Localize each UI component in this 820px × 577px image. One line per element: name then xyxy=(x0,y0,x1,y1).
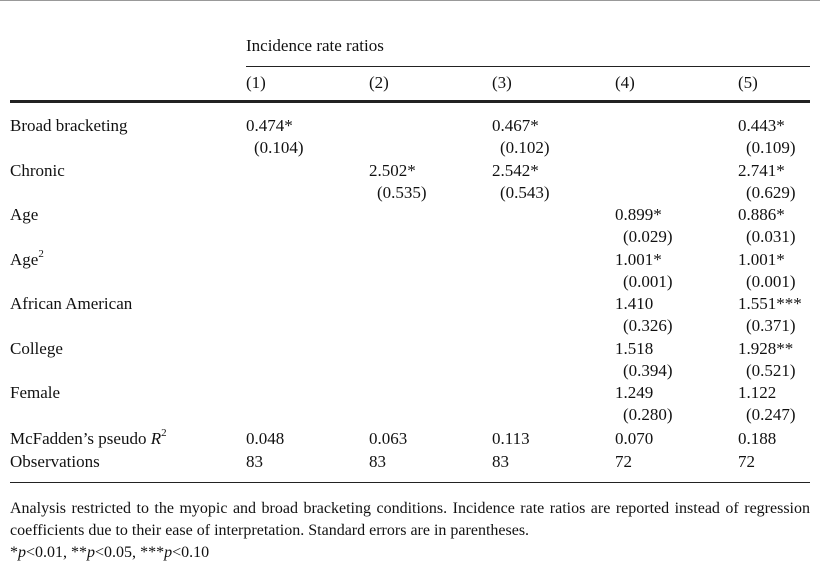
row-label: Age2 xyxy=(10,248,44,270)
row-label-text: Female xyxy=(10,383,61,402)
p2-value: <0.05, xyxy=(95,544,141,561)
standard-error-cell: (0.031) xyxy=(746,227,796,246)
row-label-text: College xyxy=(10,339,63,358)
p-symbol: p xyxy=(18,544,26,561)
coefficient-cell: 0.443* xyxy=(738,116,785,135)
p1-value: <0.01, xyxy=(26,544,72,561)
stat-cell: 72 xyxy=(738,452,755,471)
coefficient-cell: 0.886* xyxy=(738,205,785,224)
row-label: Chronic xyxy=(10,161,65,181)
standard-error-cell: (0.102) xyxy=(500,138,550,157)
coefficient-cell: 2.741* xyxy=(738,161,785,180)
header-rule xyxy=(10,100,810,103)
p1-stars: * xyxy=(10,544,18,561)
standard-error-cell: (0.371) xyxy=(746,316,796,335)
stat-cell: 83 xyxy=(369,452,386,471)
row-label-text: Age xyxy=(10,205,39,224)
row-label-text: Chronic xyxy=(10,161,65,180)
standard-error-cell: (0.535) xyxy=(377,183,427,202)
group-label: Incidence rate ratios xyxy=(246,36,384,55)
row-label: African American xyxy=(10,294,132,314)
standard-error-cell: (0.001) xyxy=(623,272,673,291)
row-label-superscript: 2 xyxy=(38,248,44,261)
stat-cell: 0.063 xyxy=(369,429,408,448)
standard-error-cell: (0.629) xyxy=(746,183,796,202)
group-underline xyxy=(246,66,810,67)
coefficient-cell: 2.502* xyxy=(369,161,416,180)
table-bottom-rule xyxy=(10,482,810,483)
standard-error-cell: (0.521) xyxy=(746,361,796,380)
p2-stars: ** xyxy=(71,544,88,561)
standard-error-cell: (0.029) xyxy=(623,227,673,246)
standard-error-cell: (0.280) xyxy=(623,405,673,424)
stat-cell: 0.113 xyxy=(492,429,530,448)
column-header-5: (5) xyxy=(738,73,758,92)
standard-error-cell: (0.109) xyxy=(746,138,796,157)
stat-cell: 72 xyxy=(615,452,632,471)
stat-label-italic: R xyxy=(150,429,162,448)
stat-label-superscript: 2 xyxy=(161,427,167,440)
note-text: Analysis restricted to the myopic and br… xyxy=(10,500,810,539)
coefficient-cell: 1.518 xyxy=(615,339,654,358)
standard-error-cell: (0.543) xyxy=(500,183,550,202)
table-note: Analysis restricted to the myopic and br… xyxy=(10,498,810,564)
stat-label-text: McFadden’s pseudo xyxy=(10,429,151,448)
column-header-4: (4) xyxy=(615,73,635,92)
stat-label: McFadden’s pseudo R2 xyxy=(10,427,167,449)
coefficient-cell: 1.001* xyxy=(615,250,662,269)
row-label-text: African American xyxy=(10,294,133,313)
stat-cell: 83 xyxy=(492,452,509,471)
coefficient-cell: 1.001* xyxy=(738,250,785,269)
p-symbol: p xyxy=(164,544,173,561)
stat-label-text: Observations xyxy=(10,452,100,471)
coefficient-cell: 1.928** xyxy=(738,339,794,358)
column-header-1: (1) xyxy=(246,73,266,92)
row-label: Age xyxy=(10,205,38,225)
row-label-text: Age xyxy=(10,250,39,269)
row-label: College xyxy=(10,339,63,359)
coefficient-cell: 0.474* xyxy=(246,116,293,135)
standard-error-cell: (0.394) xyxy=(623,361,673,380)
p3-stars: *** xyxy=(140,544,165,561)
coefficient-cell: 1.249 xyxy=(615,383,654,402)
top-rule xyxy=(0,0,820,1)
stat-label: Observations xyxy=(10,452,100,472)
coefficient-cell: 1.122 xyxy=(738,383,777,402)
standard-error-cell: (0.326) xyxy=(623,316,673,335)
stat-cell: 83 xyxy=(246,452,263,471)
coefficient-cell: 2.542* xyxy=(492,161,539,180)
stat-cell: 0.070 xyxy=(615,429,654,448)
column-header-3: (3) xyxy=(492,73,512,92)
coefficient-cell: 0.467* xyxy=(492,116,539,135)
standard-error-cell: (0.001) xyxy=(746,272,796,291)
coefficient-cell: 1.410 xyxy=(615,294,654,313)
standard-error-cell: (0.104) xyxy=(254,138,304,157)
coefficient-cell: 0.899* xyxy=(615,205,662,224)
standard-error-cell: (0.247) xyxy=(746,405,796,424)
column-header-2: (2) xyxy=(369,73,389,92)
p-symbol: p xyxy=(87,544,96,561)
stat-cell: 0.188 xyxy=(738,429,777,448)
row-label: Female xyxy=(10,383,60,403)
stat-cell: 0.048 xyxy=(246,429,285,448)
row-label-text: Broad bracketing xyxy=(10,116,128,135)
p3-value: <0.10 xyxy=(172,544,210,561)
coefficient-cell: 1.551*** xyxy=(738,294,802,313)
row-label: Broad bracketing xyxy=(10,116,128,136)
